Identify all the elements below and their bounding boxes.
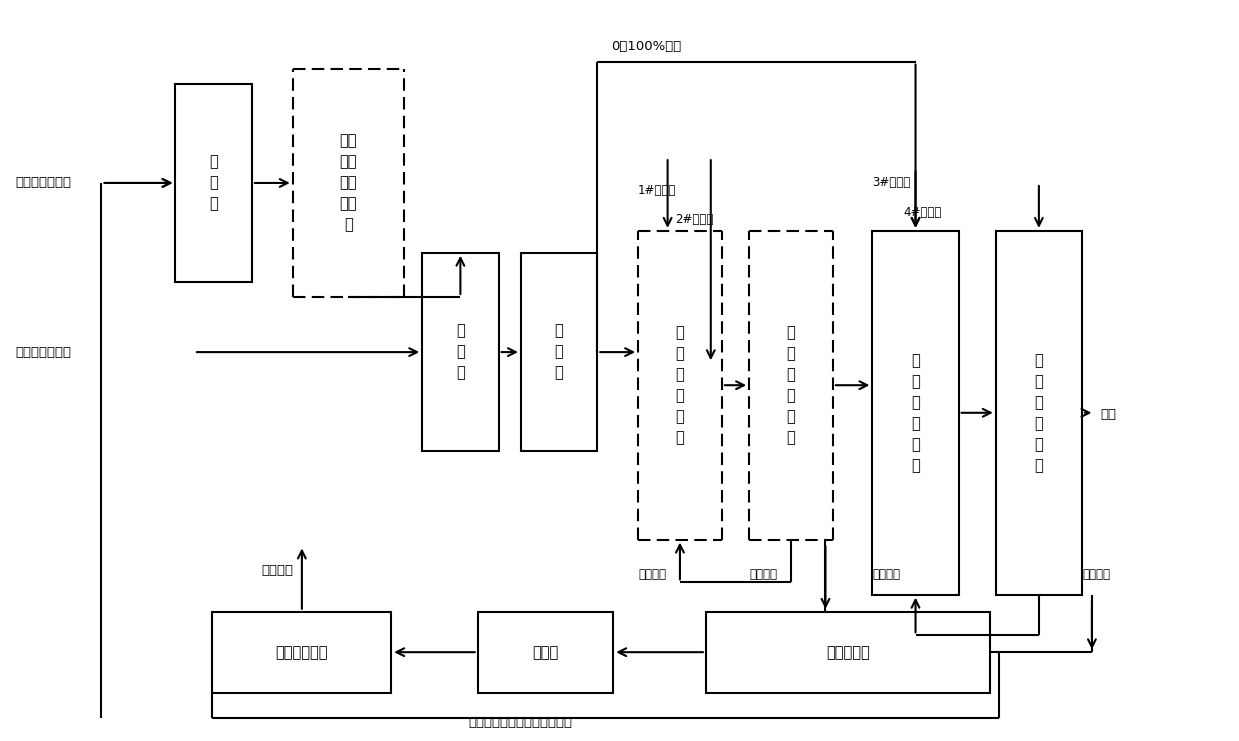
Text: 沉
砂
池: 沉 砂 池 xyxy=(555,324,564,381)
Text: 粗
格
栅: 粗 格 栅 xyxy=(209,154,218,211)
Text: 污泥浓缩池: 污泥浓缩池 xyxy=(826,645,870,659)
Text: 0～100%进水: 0～100%进水 xyxy=(611,41,681,53)
FancyBboxPatch shape xyxy=(706,612,990,693)
FancyBboxPatch shape xyxy=(478,612,613,693)
Text: （水
解酸
化）
调节
池: （水 解酸 化） 调节 池 xyxy=(339,133,357,233)
Text: 第
一
段
沉
淀
池: 第 一 段 沉 淀 池 xyxy=(787,325,795,445)
Text: 污泥脱水机房: 污泥脱水机房 xyxy=(275,645,328,659)
Text: 回流污泥: 回流污泥 xyxy=(872,568,901,582)
FancyBboxPatch shape xyxy=(422,253,498,451)
Text: 第
二
段
生
物
池: 第 二 段 生 物 池 xyxy=(911,353,919,473)
Text: 细
格
栅: 细 格 栅 xyxy=(456,324,465,381)
Text: 剩余污泥: 剩余污泥 xyxy=(1082,568,1110,582)
Text: 城镇生活污水等: 城镇生活污水等 xyxy=(15,345,71,359)
FancyBboxPatch shape xyxy=(872,230,959,595)
Text: 1#投加点: 1#投加点 xyxy=(638,184,676,197)
Text: 2#投加点: 2#投加点 xyxy=(675,213,714,226)
Text: 4#投加点: 4#投加点 xyxy=(903,206,942,219)
FancyBboxPatch shape xyxy=(176,84,252,282)
FancyBboxPatch shape xyxy=(520,253,597,451)
Text: 回流污泥: 回流污泥 xyxy=(638,568,667,582)
FancyBboxPatch shape xyxy=(996,230,1082,595)
Text: 泥饼填埋: 泥饼填埋 xyxy=(261,564,294,577)
Text: 第
一
段
生
物
池: 第 一 段 生 物 池 xyxy=(675,325,684,445)
Text: 3#投加点: 3#投加点 xyxy=(872,176,911,190)
Text: 第
二
段
沉
淀
池: 第 二 段 沉 淀 池 xyxy=(1035,353,1043,473)
Text: 剩余污泥: 剩余污泥 xyxy=(750,568,777,582)
Text: 储泥池: 储泥池 xyxy=(533,645,559,659)
FancyBboxPatch shape xyxy=(212,612,392,693)
Text: 难降解工业废水: 难降解工业废水 xyxy=(15,176,71,190)
Text: 出水: 出水 xyxy=(1100,408,1116,421)
Text: 浓缩池上清液及污泥脱水滤液: 浓缩池上清液及污泥脱水滤液 xyxy=(468,716,572,728)
